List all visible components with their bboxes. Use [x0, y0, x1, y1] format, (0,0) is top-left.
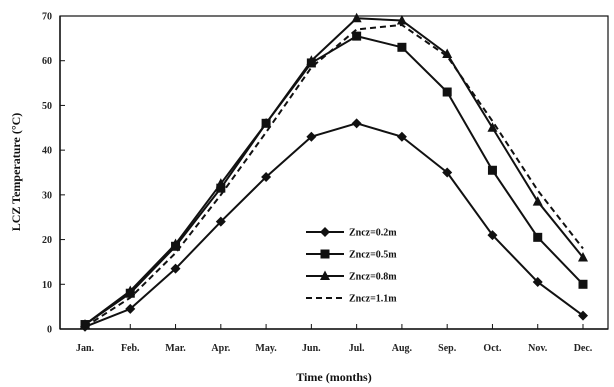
- data-point: [396, 14, 407, 25]
- x-tick-label: Jan.: [76, 343, 95, 354]
- data-point: [352, 31, 362, 41]
- legend-label: Zncz=0.8m: [349, 272, 397, 283]
- data-point: [487, 122, 498, 132]
- legend-item: Zncz=1.1m: [306, 294, 397, 305]
- y-tick-label: 0: [47, 325, 52, 336]
- legend-label: Zncz=0.5m: [349, 250, 397, 261]
- legend-item: Zncz=0.5m: [306, 249, 397, 261]
- data-point: [578, 279, 588, 289]
- data-point: [170, 238, 181, 249]
- x-tick-label: Dec.: [574, 343, 593, 354]
- x-tick-label: Jun.: [302, 343, 321, 354]
- legend-marker: [320, 227, 330, 237]
- x-tick-label: Feb.: [121, 343, 140, 354]
- data-point: [578, 310, 588, 321]
- data-point: [487, 230, 498, 241]
- y-axis-title: LCZ Temperature (°C): [9, 113, 23, 232]
- data-point: [487, 165, 497, 175]
- x-tick-label: Apr.: [211, 343, 230, 354]
- x-axis-ticks: Jan. Feb. Mar. Apr. May. Jun. Jul. Aug. Sep. Oct.…: [76, 324, 593, 354]
- x-tick-label: Aug.: [392, 343, 413, 354]
- data-point: [442, 167, 453, 178]
- x-axis-title: Time (months): [296, 370, 371, 384]
- y-axis-ticks: 0 10 20 30 40 50 60 70: [42, 12, 65, 336]
- data-point: [125, 303, 136, 314]
- data-point: [396, 131, 407, 142]
- series-line: [84, 35, 584, 326]
- y-tick-label: 70: [42, 12, 52, 23]
- x-tick-label: Mar.: [165, 343, 186, 354]
- data-point: [306, 55, 317, 65]
- data-point: [442, 87, 452, 97]
- y-tick-label: 30: [42, 190, 52, 201]
- x-tick-label: Jul.: [349, 343, 365, 354]
- data-point: [306, 131, 317, 142]
- data-point: [170, 263, 181, 274]
- data-point: [397, 42, 407, 52]
- series-line: [84, 122, 584, 328]
- y-tick-label: 60: [42, 56, 52, 67]
- data-point: [532, 196, 543, 206]
- data-point: [351, 12, 362, 23]
- legend-item: Zncz=0.2m: [306, 227, 397, 239]
- x-tick-label: Nov.: [528, 343, 548, 354]
- y-tick-label: 40: [42, 146, 52, 157]
- data-point: [125, 285, 136, 295]
- series-3: [80, 12, 588, 329]
- x-tick-label: Oct.: [483, 343, 502, 354]
- data-point: [533, 232, 543, 242]
- data-point: [532, 277, 543, 288]
- x-tick-label: Sep.: [438, 343, 457, 354]
- data-point: [215, 178, 226, 188]
- data-point: [216, 183, 226, 193]
- data-point: [261, 171, 272, 182]
- data-point: [215, 216, 226, 227]
- legend-marker: [320, 270, 330, 280]
- legend-item: Zncz=0.8m: [306, 270, 397, 283]
- y-tick-label: 20: [42, 235, 52, 246]
- x-tick-label: May.: [255, 343, 277, 354]
- legend: Zncz=0.2m Zncz=0.5m Zncz=0.8m Zncz=1.1m: [306, 227, 397, 305]
- legend-marker: [320, 249, 330, 259]
- series-line: [84, 17, 584, 326]
- y-tick-label: 50: [42, 101, 52, 112]
- legend-label: Zncz=1.1m: [349, 294, 397, 305]
- data-point: [351, 118, 362, 129]
- legend-label: Zncz=0.2m: [349, 228, 397, 239]
- y-tick-label: 10: [42, 280, 52, 291]
- series-layer: [80, 12, 588, 332]
- data-point: [578, 251, 588, 262]
- data-point: [261, 117, 272, 128]
